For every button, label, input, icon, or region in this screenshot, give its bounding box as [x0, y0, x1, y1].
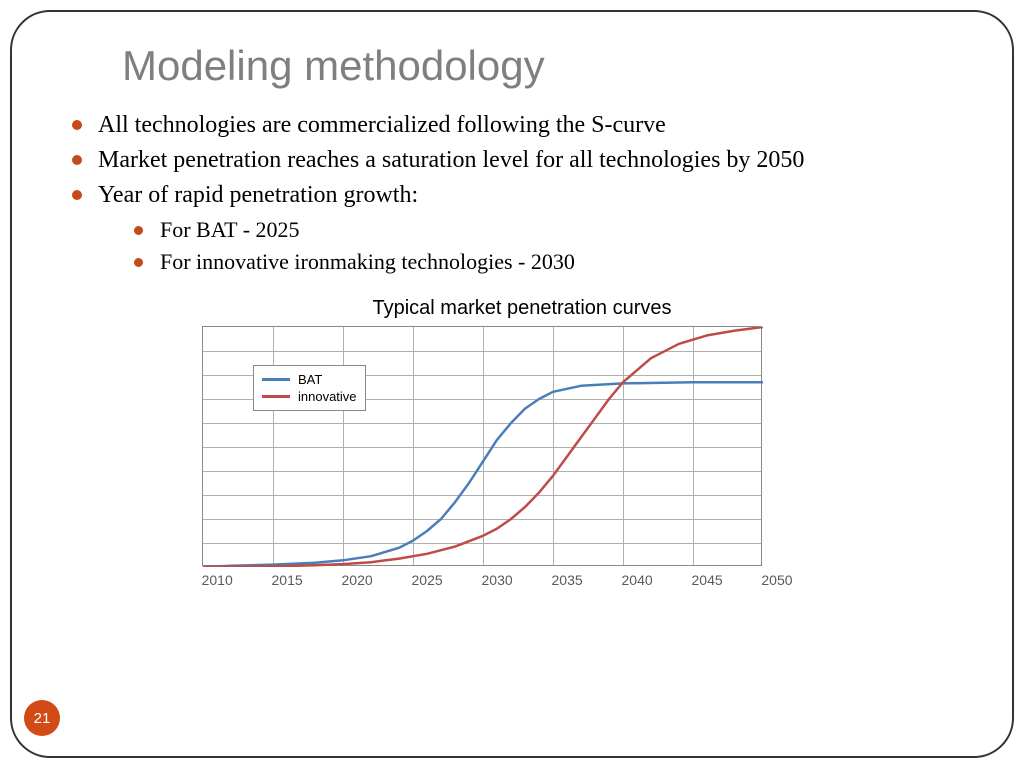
x-tick-label: 2030 — [482, 572, 483, 588]
chart-lines — [203, 327, 763, 567]
bullet-list: All technologies are commercialized foll… — [72, 110, 972, 277]
slide-frame: Modeling methodology All technologies ar… — [10, 10, 1014, 758]
x-tick-label: 2035 — [552, 572, 553, 588]
x-tick-label: 2015 — [272, 572, 273, 588]
legend-item: BAT — [262, 372, 357, 387]
chart-title: Typical market penetration curves — [202, 297, 842, 320]
page-number: 21 — [34, 710, 51, 727]
legend-swatch — [262, 395, 290, 398]
bullet-item: All technologies are commercialized foll… — [72, 110, 972, 141]
legend-swatch — [262, 378, 290, 381]
page-number-badge: 21 — [24, 700, 60, 736]
series-innovative — [203, 327, 763, 567]
x-tick-label: 2010 — [202, 572, 203, 588]
chart-x-axis: 2010 2015 2020 2025 2030 2035 2040 2045 2050 — [202, 572, 762, 592]
legend-item: innovative — [262, 389, 357, 404]
chart-container: Typical market penetration curves BAT inn… — [202, 297, 842, 592]
bullet-subitem: For innovative ironmaking technologies -… — [134, 248, 972, 277]
bullet-subitem: For BAT - 2025 — [134, 216, 972, 245]
x-tick-label: 2045 — [692, 572, 693, 588]
bullet-item: Year of rapid penetration growth:For BAT… — [72, 180, 972, 276]
chart-plot-area: BAT innovative — [202, 326, 762, 566]
x-tick-label: 2050 — [761, 572, 762, 588]
bullet-sublist: For BAT - 2025 For innovative ironmaking … — [134, 216, 972, 277]
x-tick-label: 2040 — [622, 572, 623, 588]
slide-title: Modeling methodology — [122, 42, 972, 90]
legend-label: innovative — [298, 389, 357, 404]
bullet-item: Market penetration reaches a saturation … — [72, 145, 972, 176]
legend-label: BAT — [298, 372, 322, 387]
x-tick-label: 2020 — [342, 572, 343, 588]
chart-legend: BAT innovative — [253, 365, 366, 411]
x-tick-label: 2025 — [412, 572, 413, 588]
